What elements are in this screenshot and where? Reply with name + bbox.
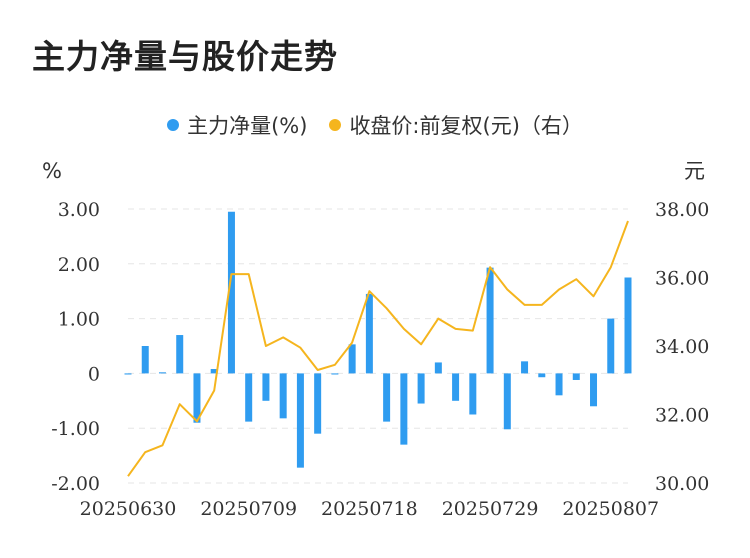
bar xyxy=(503,373,511,430)
bar xyxy=(245,373,253,422)
x-tick-label: 20250718 xyxy=(321,498,418,520)
right-tick-label: 30.00 xyxy=(655,473,709,495)
right-tick-label: 38.00 xyxy=(655,199,709,221)
legend-label-close-price: 收盘价:前复权(元)（右） xyxy=(349,114,583,138)
price-line xyxy=(127,220,629,477)
bar xyxy=(331,373,339,375)
left-tick-label: 3.00 xyxy=(58,199,100,221)
bar xyxy=(521,361,529,374)
right-tick-label: 36.00 xyxy=(655,268,709,290)
bar xyxy=(486,267,494,374)
bar xyxy=(193,373,201,423)
bar xyxy=(434,362,442,374)
left-tick-label: 1.00 xyxy=(58,309,100,331)
x-tick-label: 20250709 xyxy=(200,498,297,520)
bar xyxy=(176,335,184,374)
bar xyxy=(279,373,287,419)
legend: 主力净量(%) 收盘价:前复权(元)（右） xyxy=(0,110,750,140)
chart-title: 主力净量与股价走势 xyxy=(32,37,338,76)
bar xyxy=(227,211,235,374)
bar xyxy=(590,373,598,407)
bar xyxy=(158,372,166,374)
right-axis-unit: 元 xyxy=(684,159,705,183)
bar xyxy=(555,373,563,396)
legend-item-net-volume[interactable]: 主力净量(%) xyxy=(167,110,307,140)
left-tick-label: -1.00 xyxy=(51,418,100,440)
left-tick-label: 2.00 xyxy=(58,254,100,276)
bar xyxy=(348,344,356,374)
bar xyxy=(314,373,322,434)
bar xyxy=(383,373,391,422)
bar xyxy=(572,373,580,380)
right-tick-label: 32.00 xyxy=(655,405,709,427)
bar xyxy=(296,373,304,468)
bar xyxy=(400,373,408,445)
bar xyxy=(365,293,373,374)
x-tick-label: 20250807 xyxy=(562,498,659,520)
bar xyxy=(469,373,477,415)
bar xyxy=(624,277,632,374)
bar xyxy=(452,373,460,401)
bar xyxy=(417,373,425,404)
bar xyxy=(538,373,546,378)
legend-dot-yellow xyxy=(329,119,342,131)
right-tick-label: 34.00 xyxy=(655,336,709,358)
left-tick-label: -2.00 xyxy=(51,473,100,495)
bar xyxy=(141,346,149,374)
left-tick-label: 0 xyxy=(88,363,100,385)
legend-dot-blue xyxy=(167,119,180,131)
bar xyxy=(262,373,270,401)
x-tick-label: 20250729 xyxy=(442,498,539,520)
legend-label-net-volume: 主力净量(%) xyxy=(187,114,308,138)
left-axis-unit: % xyxy=(42,159,62,183)
legend-item-close-price[interactable]: 收盘价:前复权(元)（右） xyxy=(329,110,583,140)
bar xyxy=(210,369,218,374)
bar xyxy=(607,318,615,374)
bar xyxy=(124,373,132,375)
x-tick-label: 20250630 xyxy=(80,498,177,520)
